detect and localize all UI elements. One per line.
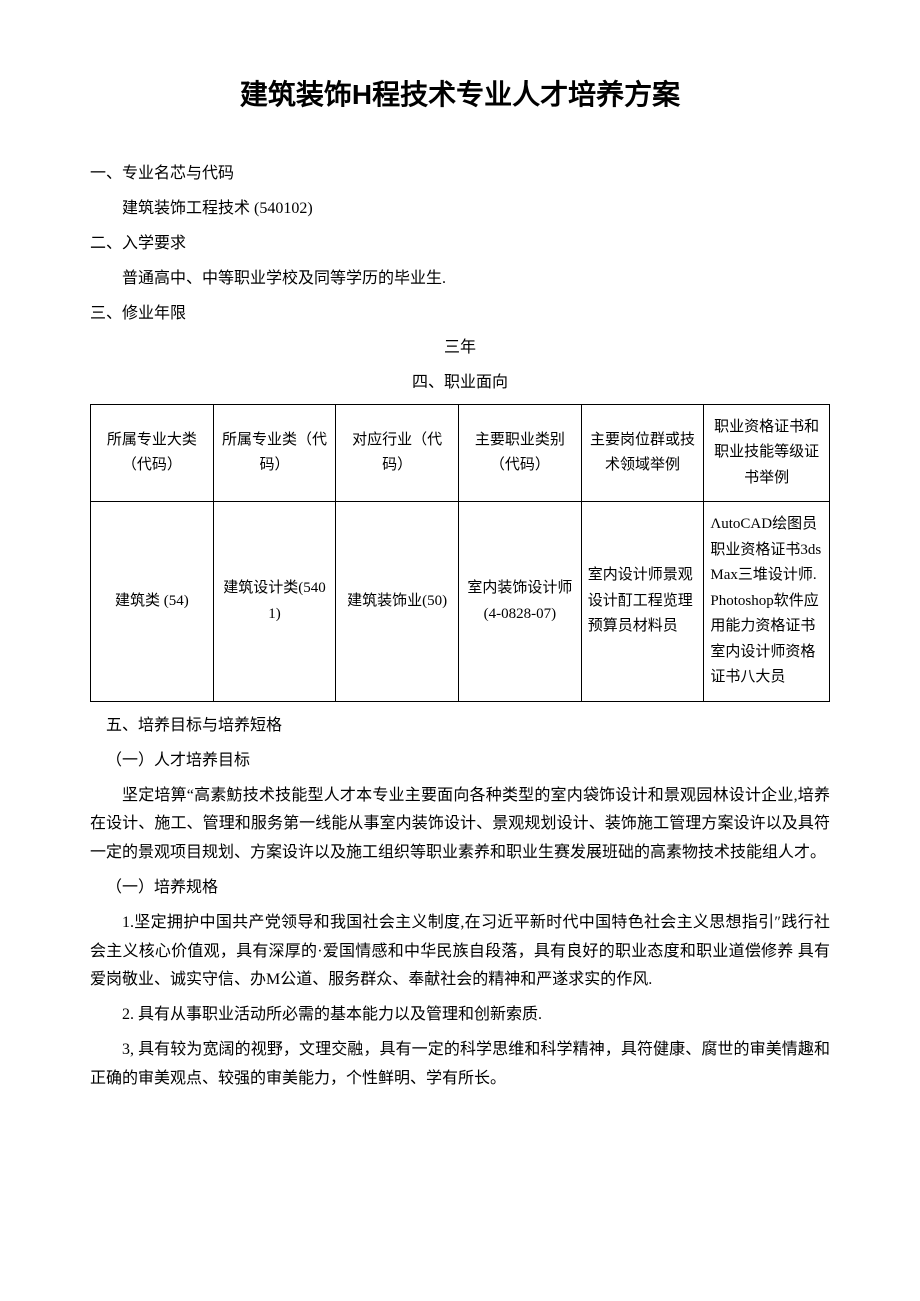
section-5-2-p1: 1.坚定拥护中国共产党领导和我国社会主义制度,在习近平新时代中国特色社会主义思想… — [90, 909, 830, 995]
table-cell: 室内装饰设计师(4-0828-07) — [459, 502, 582, 702]
section-3-body: 三年 — [90, 334, 830, 363]
table-header-row: 所属专业大类（代码） 所属专业类（代码） 对应行业（代码） 主要职业类别（代码）… — [91, 404, 830, 502]
table-header-cell: 主要职业类别（代码） — [459, 404, 582, 502]
section-3-heading: 三、修业年限 — [90, 300, 830, 329]
page-title: 建筑装饰H程技术专业人才培养方案 — [90, 70, 830, 120]
career-table: 所属专业大类（代码） 所属专业类（代码） 对应行业（代码） 主要职业类别（代码）… — [90, 404, 830, 702]
section-5-heading: 五、培养目标与培养短格 — [90, 712, 830, 741]
section-5-2-p2: 2. 具有从事职业活动所必需的基本能力以及管理和创新索质. — [90, 1001, 830, 1030]
table-header-cell: 所属专业类（代码） — [213, 404, 336, 502]
section-2-body: 普通高中、中等职业学校及同等学历的毕业生. — [90, 265, 830, 294]
table-cell: 建筑装饰业(50) — [336, 502, 459, 702]
section-5-1-heading: （一）人才培养目标 — [90, 747, 830, 776]
table-cell: 建筑设计类(5401) — [213, 502, 336, 702]
section-2-heading: 二、入学要求 — [90, 230, 830, 259]
table-header-cell: 主要岗位群或技术领域举例 — [581, 404, 704, 502]
table-header-cell: 职业资格证书和职业技能等级证书举例 — [704, 404, 830, 502]
section-4-heading: 四、职业面向 — [90, 369, 830, 398]
table-row: 建筑类 (54) 建筑设计类(5401) 建筑装饰业(50) 室内装饰设计师(4… — [91, 502, 830, 702]
table-header-cell: 所属专业大类（代码） — [91, 404, 214, 502]
table-header-cell: 对应行业（代码） — [336, 404, 459, 502]
section-1-body: 建筑装饰工程技术 (540102) — [90, 195, 830, 224]
table-cell: ΛutoCAD绘图员职业资格证书3dsMax三堆设计师.Photoshop软件应… — [704, 502, 830, 702]
table-cell: 建筑类 (54) — [91, 502, 214, 702]
section-5-1-para: 坚定培箅“高素魴技术技能型人才本专业主要面向各种类型的室内袋饰设计和景观园林设计… — [90, 782, 830, 868]
section-5-2-p3: 3, 具有较为宽阔的视野，文理交融，具有一定的科学思维和科学精神，具符健康、腐世… — [90, 1036, 830, 1094]
section-5-2-heading: （一）培养规格 — [90, 874, 830, 903]
section-1-heading: 一、专业名芯与代码 — [90, 160, 830, 189]
table-cell: 室内设计师景观设计酊工程览理预算员材料员 — [581, 502, 704, 702]
